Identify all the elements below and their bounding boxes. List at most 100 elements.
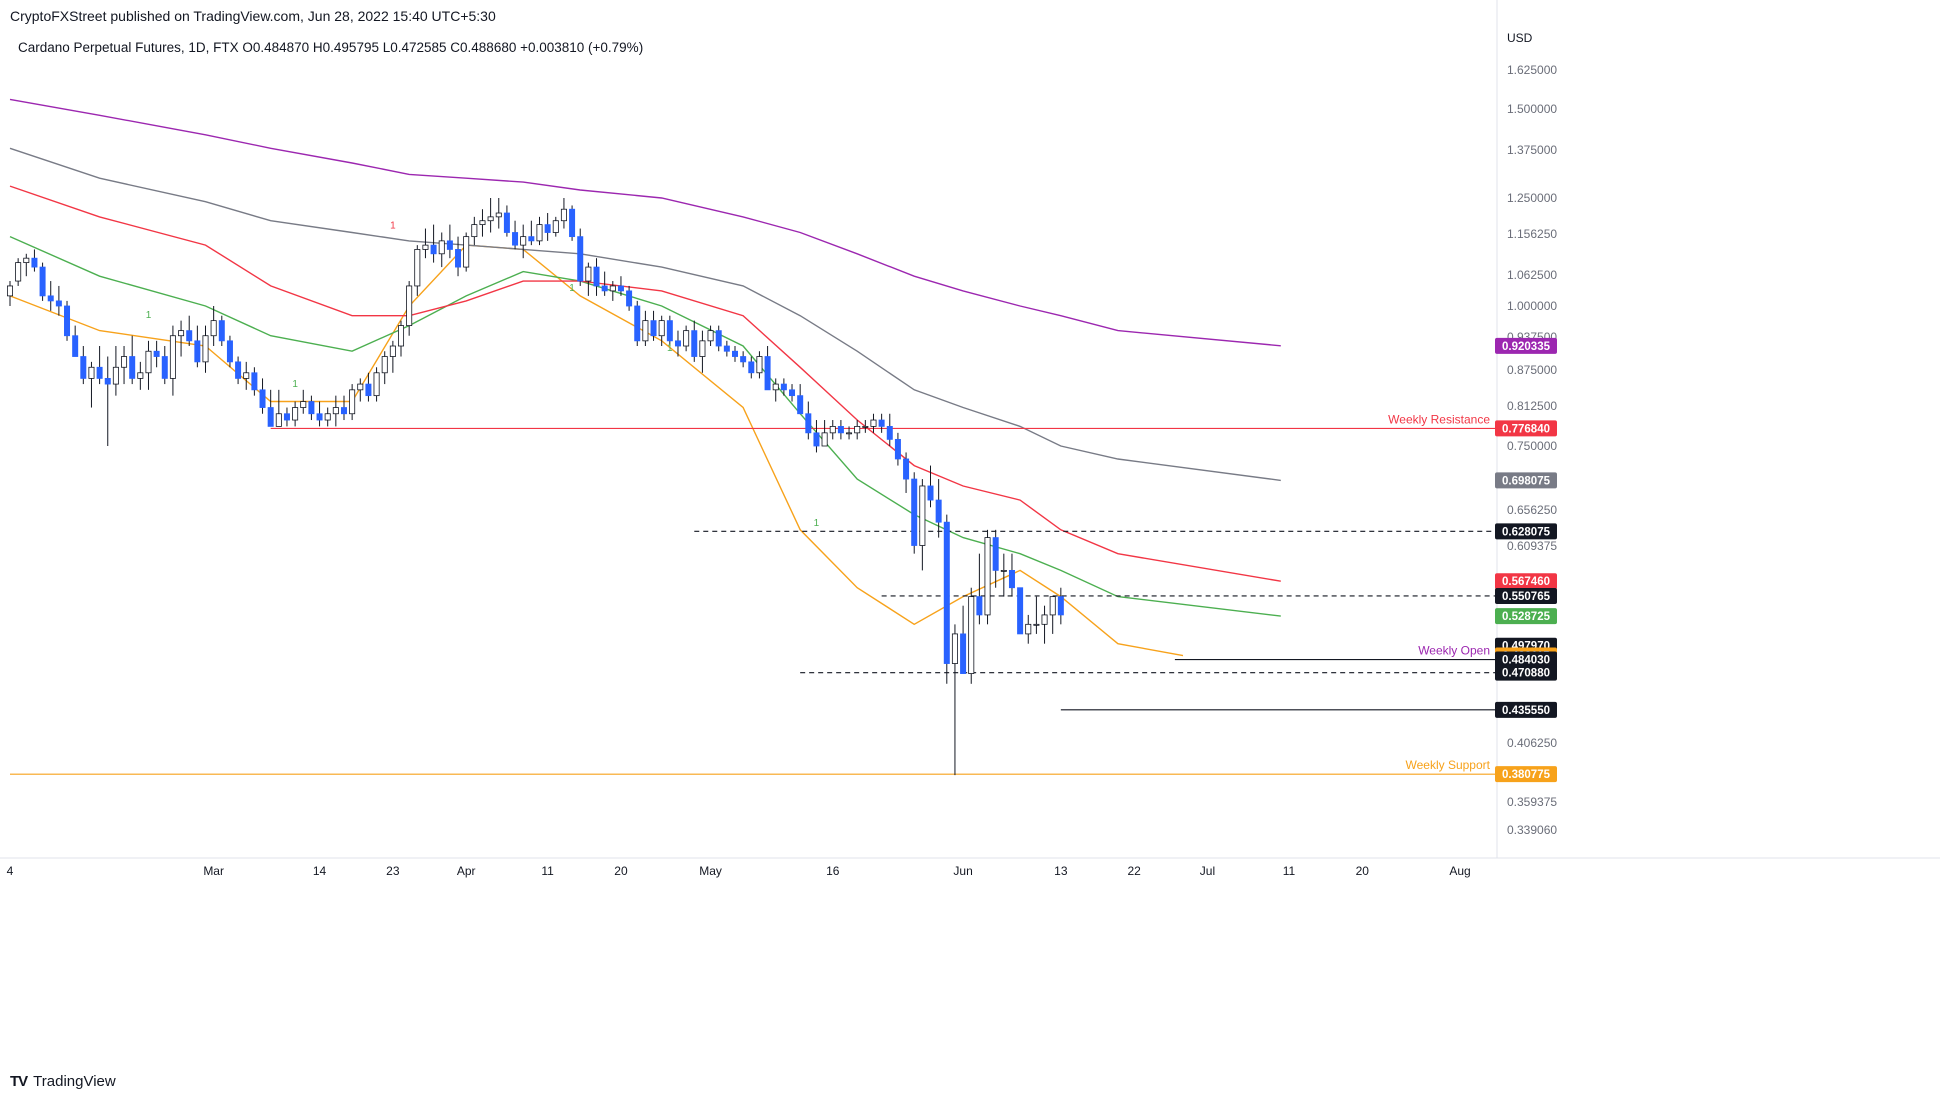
candle-body[interactable]: [129, 356, 136, 379]
candle-body[interactable]: [992, 537, 999, 571]
candle-body[interactable]: [104, 377, 111, 385]
candle-body[interactable]: [259, 389, 266, 408]
candle-body[interactable]: [691, 330, 698, 357]
candle-body[interactable]: [324, 413, 331, 421]
candle-body[interactable]: [601, 285, 608, 292]
candle-body[interactable]: [186, 330, 193, 342]
candle-body[interactable]: [23, 257, 30, 264]
candle-body[interactable]: [919, 485, 926, 546]
candle-body[interactable]: [479, 220, 486, 226]
candle-body[interactable]: [495, 212, 502, 218]
candle-body[interactable]: [283, 413, 290, 421]
candle-body[interactable]: [626, 290, 633, 307]
candle-body[interactable]: [398, 325, 405, 347]
candle-body[interactable]: [210, 320, 217, 337]
candle-body[interactable]: [178, 330, 185, 337]
candle-body[interactable]: [715, 330, 722, 347]
candle-body[interactable]: [1041, 614, 1048, 625]
candle-body[interactable]: [503, 212, 510, 233]
candle-body[interactable]: [544, 224, 551, 233]
candle-body[interactable]: [1017, 587, 1024, 635]
candle-body[interactable]: [927, 485, 934, 501]
candle-body[interactable]: [332, 407, 339, 415]
candle-body[interactable]: [308, 401, 315, 415]
candle-body[interactable]: [780, 383, 787, 391]
candle-body[interactable]: [903, 458, 910, 480]
candle-body[interactable]: [617, 285, 624, 292]
candle-body[interactable]: [520, 236, 527, 246]
candle-body[interactable]: [674, 340, 681, 347]
candle-body[interactable]: [976, 596, 983, 616]
candle-body[interactable]: [349, 389, 356, 415]
candle-body[interactable]: [47, 295, 54, 302]
candle-body[interactable]: [894, 438, 901, 460]
candle-body[interactable]: [357, 383, 364, 391]
candle-body[interactable]: [487, 216, 494, 222]
candle-body[interactable]: [226, 340, 233, 363]
candle-body[interactable]: [536, 224, 543, 242]
candle-body[interactable]: [365, 383, 372, 397]
candle-body[interactable]: [658, 320, 665, 337]
candle-body[interactable]: [960, 633, 967, 674]
candle-body[interactable]: [389, 345, 396, 357]
candle-body[interactable]: [463, 236, 470, 268]
candle-body[interactable]: [414, 249, 421, 287]
candle-body[interactable]: [764, 356, 771, 391]
candle-body[interactable]: [194, 340, 201, 363]
candle-body[interactable]: [805, 413, 812, 434]
candle-body[interactable]: [512, 232, 519, 246]
candle-body[interactable]: [243, 372, 250, 379]
candle-body[interactable]: [821, 432, 828, 447]
candle-body[interactable]: [789, 389, 796, 397]
candle-body[interactable]: [161, 356, 168, 379]
candle-body[interactable]: [455, 249, 462, 268]
candle-body[interactable]: [137, 372, 144, 379]
candle-body[interactable]: [430, 244, 437, 255]
candle-body[interactable]: [552, 220, 559, 233]
candle-body[interactable]: [854, 426, 861, 434]
candle-body[interactable]: [829, 426, 836, 434]
candle-body[interactable]: [732, 350, 739, 357]
candle-body[interactable]: [984, 537, 991, 616]
candle-body[interactable]: [862, 426, 869, 428]
candle-body[interactable]: [300, 401, 307, 408]
candle-body[interactable]: [316, 413, 323, 421]
candle-body[interactable]: [577, 236, 584, 282]
candle-body[interactable]: [837, 426, 844, 434]
candle-body[interactable]: [169, 335, 176, 379]
candle-body[interactable]: [560, 208, 567, 222]
candle-body[interactable]: [55, 300, 62, 307]
candle-body[interactable]: [870, 419, 877, 427]
candle-body[interactable]: [756, 356, 763, 374]
candle-body[interactable]: [846, 432, 853, 435]
candle-body[interactable]: [251, 372, 258, 391]
candle-body[interactable]: [1025, 623, 1032, 635]
candle-body[interactable]: [235, 361, 242, 379]
candle-body[interactable]: [585, 266, 592, 282]
candle-body[interactable]: [1000, 569, 1007, 572]
candle-body[interactable]: [943, 521, 950, 664]
candle-body[interactable]: [707, 330, 714, 342]
candle-body[interactable]: [878, 419, 885, 427]
candle-body[interactable]: [88, 366, 95, 379]
candle-body[interactable]: [112, 366, 119, 385]
candle-body[interactable]: [267, 407, 274, 427]
candle-body[interactable]: [683, 330, 690, 347]
candle-body[interactable]: [740, 356, 747, 363]
candle-body[interactable]: [528, 236, 535, 242]
candle-body[interactable]: [609, 285, 616, 292]
candle-body[interactable]: [748, 361, 755, 374]
candle-body[interactable]: [569, 208, 576, 238]
candle-body[interactable]: [1033, 623, 1040, 626]
candle-body[interactable]: [666, 320, 673, 342]
candle-body[interactable]: [699, 340, 706, 357]
candle-body[interactable]: [72, 335, 79, 357]
candle-body[interactable]: [1008, 569, 1015, 589]
candle-body[interactable]: [406, 285, 413, 327]
candle-body[interactable]: [634, 305, 641, 342]
candle-body[interactable]: [145, 350, 152, 374]
candle-body[interactable]: [951, 633, 958, 664]
candle-body[interactable]: [381, 356, 388, 374]
candle-body[interactable]: [202, 335, 209, 363]
candle-body[interactable]: [422, 244, 429, 250]
